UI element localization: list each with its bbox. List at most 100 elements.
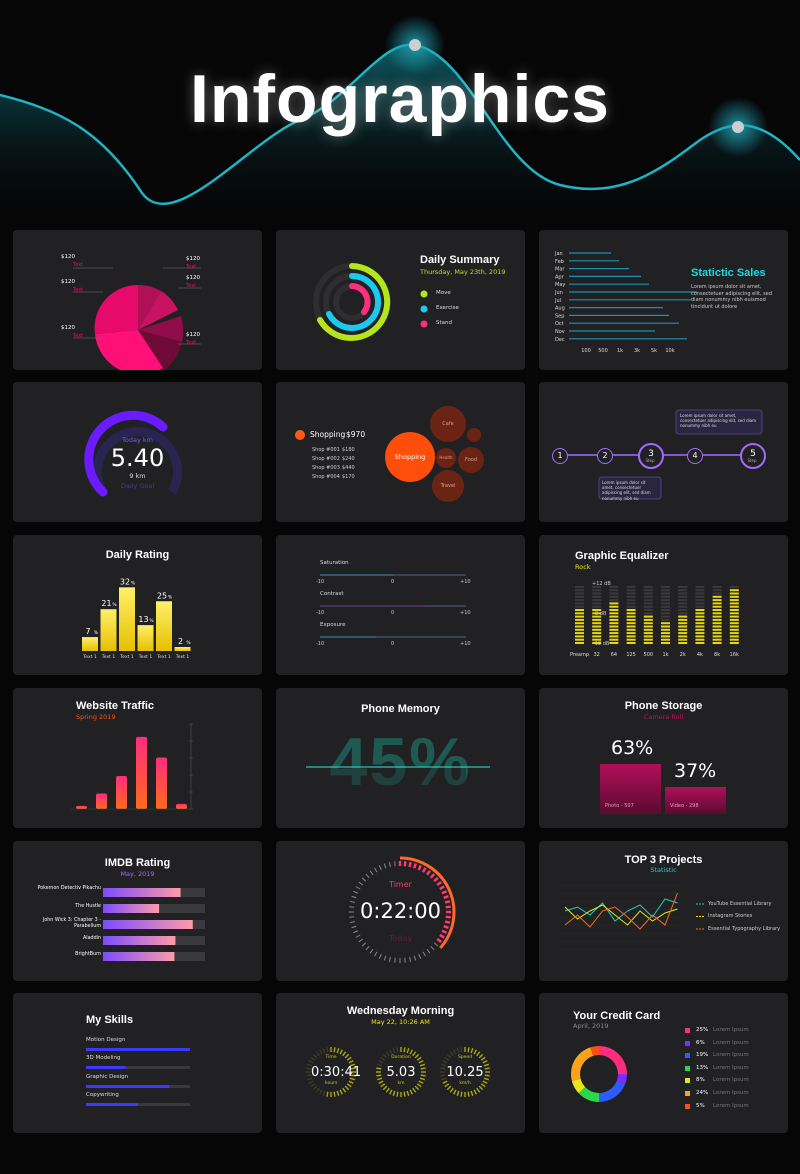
eq-segment	[729, 609, 739, 611]
card-steps[interactable]: 1 2 3 Step 4 5 Step Lorem ipsum dolor si…	[539, 382, 788, 522]
card-imdb-rating[interactable]: IMDB Rating May, 2019 Pokemon Detectiv P…	[13, 841, 262, 981]
card-credit-card[interactable]: Your Credit Card April, 2019 25% Lorem Ip…	[539, 993, 788, 1133]
eq-segment	[575, 589, 584, 592]
eq-segment	[575, 628, 584, 631]
card-daily-summary[interactable]: Daily Summary Thursday, May 23th, 2019 M…	[276, 230, 525, 370]
step-2[interactable]: 2	[597, 448, 613, 464]
donut-slice	[578, 1087, 599, 1102]
card-statistic-sales[interactable]: Jan Feb Mar Apr May Jun Jul Aug Sep Oct Nov Dec 100 5…	[539, 230, 788, 370]
eq-segment	[575, 605, 584, 608]
wave-dot[interactable]	[409, 39, 421, 51]
traffic-bar	[76, 805, 87, 809]
dial-value: 10.25	[446, 1065, 484, 1080]
card-wednesday-morning[interactable]: Wednesday Morning May 22, 10:26 AM Time …	[276, 993, 525, 1133]
timer-tick	[350, 900, 356, 903]
eq-segment	[643, 602, 653, 605]
timer-tick	[369, 948, 374, 954]
step-1[interactable]: 1	[552, 448, 568, 464]
rating-axis-label: Text 1	[101, 654, 116, 660]
eq-segment	[626, 622, 636, 625]
dial-tick	[382, 1053, 388, 1059]
eq-segment	[729, 615, 739, 618]
imdb-bar	[103, 936, 176, 945]
eq-segment	[712, 595, 722, 598]
timer-tick	[353, 890, 359, 894]
timer-tick	[388, 956, 391, 962]
eq-segment	[643, 609, 653, 611]
timer-tick	[421, 867, 427, 873]
imdb-bar	[103, 920, 193, 929]
dial-tick	[312, 1085, 318, 1091]
timer-tick	[351, 925, 357, 929]
card-title: Phone Storage	[624, 700, 703, 712]
eq-segment	[661, 585, 670, 588]
card-title: TOP 3 Projects	[624, 854, 703, 866]
shop-value: $180	[342, 447, 355, 453]
imdb-bar	[103, 888, 181, 897]
eq-segment	[661, 618, 670, 621]
dial-tick	[478, 1053, 484, 1059]
eq-segment	[729, 602, 739, 605]
wave-dot[interactable]	[732, 121, 744, 133]
eq-segment	[695, 605, 705, 608]
skill-bar	[86, 1048, 190, 1051]
dial-tick	[444, 1083, 450, 1088]
eq-segment	[678, 622, 688, 625]
gauge-value: 5.40	[110, 444, 165, 472]
card-title: IMDB Rating	[104, 857, 171, 869]
eq-segment	[661, 609, 670, 611]
timer-label: Timer	[389, 880, 412, 889]
legend-label: Lorem Ipsum	[713, 1090, 749, 1096]
card-phone-storage[interactable]: Phone Storage Camera Roll 63% 37% Photo …	[539, 688, 788, 828]
shopping-title: Shopping	[310, 430, 346, 439]
eq-db-label: +12 dB	[592, 581, 611, 587]
timer-progress	[399, 856, 456, 949]
card-timer[interactable]: Timer 0:22:00 Today	[276, 841, 525, 981]
month-label: Jan	[554, 251, 563, 257]
card-top-projects[interactable]: TOP 3 Projects Statistic YouTube Essenti…	[539, 841, 788, 981]
card-my-skills[interactable]: My Skills Motion Design 3D Modeling Grap…	[13, 993, 262, 1133]
step-5[interactable]: 5	[740, 443, 766, 469]
timer-dial	[349, 856, 456, 963]
shop-name: Shop #002	[312, 456, 340, 462]
step-4[interactable]: 4	[687, 448, 703, 464]
dial-tick	[449, 1087, 454, 1093]
dial-tick	[414, 1085, 420, 1091]
card-daily-rating[interactable]: 7% Text 1 21% Text 1 32% Text 1 13% Text 1 25% Te…	[13, 535, 262, 675]
legend-label: Lorem Ipsum	[713, 1052, 749, 1059]
eq-segment	[626, 605, 636, 608]
legend-label: Lorem Ipsum	[713, 1039, 749, 1046]
eq-segment	[729, 642, 739, 644]
card-shopping[interactable]: Shopping $970 Shop #001 $180 Shop #002 $…	[276, 382, 525, 522]
eq-band-label: 64	[611, 652, 617, 658]
dial-tick	[456, 1090, 460, 1096]
rating-bar	[156, 601, 172, 651]
timer-tick	[422, 951, 426, 957]
eq-segment	[678, 599, 688, 602]
card-image-adjust[interactable]: Saturation Contrast Exposure -10 0 +10 -…	[276, 535, 525, 675]
eq-segment	[592, 618, 602, 621]
dial-tick	[440, 1074, 446, 1077]
timer-tick	[394, 861, 396, 867]
timer-tick	[374, 867, 378, 873]
timer-tick	[443, 925, 449, 929]
eq-segment	[712, 612, 722, 615]
storage-bars	[600, 764, 726, 814]
eq-segment	[643, 599, 653, 602]
eq-segment	[712, 605, 722, 608]
card-website-traffic[interactable]: Website Traffic Spring 2019	[13, 688, 262, 828]
eq-segment	[729, 635, 739, 638]
card-distance-gauge[interactable]: Today km 5.40 9 km Daily Goal	[13, 382, 262, 522]
eq-segment	[678, 618, 688, 621]
eq-segment	[592, 628, 602, 631]
card-phone-memory[interactable]: Phone Memory 45%	[276, 688, 525, 828]
eq-segment	[678, 589, 688, 592]
eq-segment	[592, 638, 602, 641]
dial-tick	[403, 1091, 406, 1097]
card-equalizer[interactable]: Preamp 32 64 125 500 1k 2k 4k 8k 16k Graphic Equa…	[539, 535, 788, 675]
eq-segment	[643, 625, 653, 628]
step-3[interactable]: 3	[638, 443, 664, 469]
card-pie-chart[interactable]: $120 Text $120 Text $120 Text $120 Text …	[13, 230, 262, 370]
eq-segment	[643, 635, 653, 638]
pie-label: $120	[61, 325, 75, 331]
